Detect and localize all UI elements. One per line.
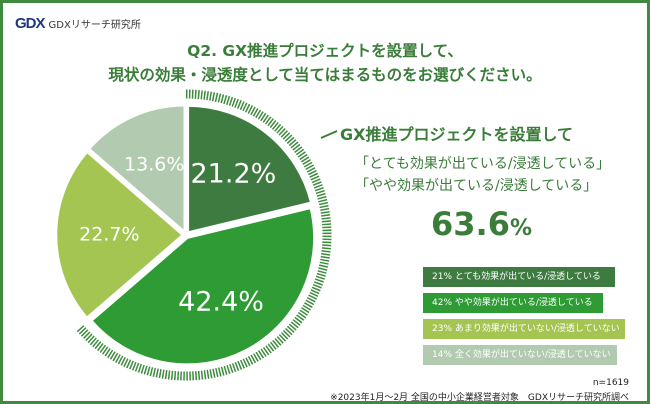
logo: GDX GDXリサーチ研究所: [15, 15, 141, 32]
callout-connector: [320, 130, 338, 139]
title-line-2: 現状の効果・浸透度として当てはまるものをお選びください。: [108, 66, 542, 84]
legend-item-3: 23% あまり効果が出ていない/浸透していない: [423, 319, 625, 339]
callout-unit: %: [509, 216, 532, 241]
sample-size: n=1619: [592, 378, 629, 388]
callout-heading: GX推進プロジェクトを設置して: [340, 125, 573, 144]
logo-text: GDXリサーチ研究所: [48, 20, 141, 31]
pie-slice-2: [89, 206, 316, 366]
legend-item-4: 14% 全く効果が出ていない/浸透していない: [423, 345, 617, 365]
callout-number: 63.6: [431, 205, 510, 243]
footnote: ※2023年1月～2月 全国の中小企業経営者対象 GDXリサーチ研究所調べ: [330, 393, 629, 403]
legend-item-2: 42% やや効果が出ている/浸透している: [423, 293, 603, 313]
pie-slice-3: [54, 149, 185, 320]
pie-slice-1: [186, 104, 313, 235]
title-line-1: Q2. GX推進プロジェクトを設置して、: [187, 42, 463, 60]
legend-item-1: 21% とても効果が出ている/浸透している: [423, 267, 615, 287]
data-label-2: 42.4%: [178, 287, 264, 318]
logo-mark: GDX: [15, 15, 45, 32]
data-label-3: 22.7%: [79, 223, 139, 245]
callout-line-2: 「やや効果が出ている/浸透している」: [355, 178, 598, 194]
callout-line-1: 「とても効果が出ている/浸透している」: [355, 156, 611, 172]
pie-chart: 21.2% 42.4% 22.7% 13.6%: [54, 89, 338, 381]
highlight-arc: [75, 89, 332, 381]
callout-value: 63.6%: [431, 205, 532, 243]
pie-slice-4: [87, 104, 187, 236]
data-label-1: 21.2%: [191, 158, 277, 189]
data-label-4: 13.6%: [124, 154, 184, 176]
